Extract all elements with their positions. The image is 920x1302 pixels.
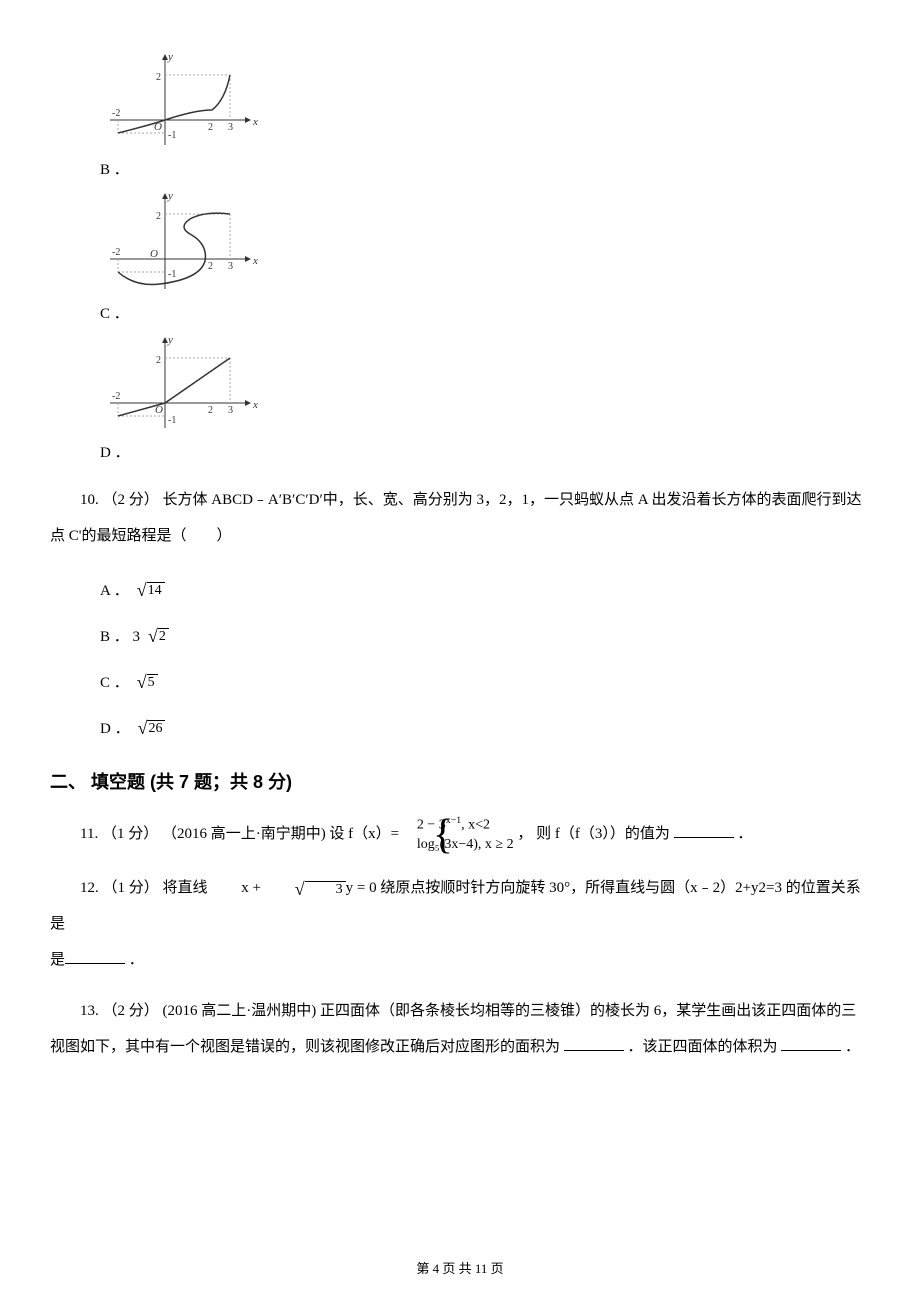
q10-option-a: A ． √14 bbox=[100, 579, 870, 600]
graph-d-x-label: x bbox=[252, 399, 258, 411]
q10-b-sqrt: √2 bbox=[148, 627, 169, 645]
q11-prefix: 11. （1 分） （2016 高一上·南宁期中) 设 f（x）= bbox=[80, 826, 403, 842]
graph-c-svg: x y O -2 2 3 2 -1 bbox=[100, 189, 260, 294]
graph-b-ytick-0: 2 bbox=[156, 72, 161, 83]
graph-d-svg: x y O -2 2 3 2 -1 bbox=[100, 333, 260, 433]
graph-b-xtick-0: -2 bbox=[112, 108, 120, 119]
question-11: 11. （1 分） （2016 高一上·南宁期中) 设 f（x）= { 2 − … bbox=[50, 814, 870, 855]
q11-piecewise: { 2 − 3x−1, x<2 log₅(3x−4), x ≥ 2 bbox=[403, 814, 514, 855]
graph-b-svg: x y O -2 2 3 2 -1 bbox=[100, 50, 260, 150]
q10-d-prefix: D ． bbox=[100, 717, 130, 738]
q13-blank-1 bbox=[564, 1036, 624, 1051]
graph-b-container: x y O -2 2 3 2 -1 bbox=[100, 50, 870, 150]
graph-c-ytick-0: 2 bbox=[156, 211, 161, 222]
graph-b-origin: O bbox=[154, 121, 162, 133]
q11-end: ． bbox=[737, 826, 752, 842]
option-b-label: B ． bbox=[100, 158, 870, 179]
q12-blank bbox=[65, 949, 125, 964]
graph-d-ytick-1: -1 bbox=[168, 415, 176, 426]
graph-c-xtick-2: 3 bbox=[228, 261, 233, 272]
graph-d-ytick-0: 2 bbox=[156, 355, 161, 366]
graph-c-y-label: y bbox=[167, 190, 173, 202]
question-13: 13. （2 分） (2016 高二上·温州期中) 正四面体（即各条棱长均相等的… bbox=[50, 993, 870, 1065]
q13-end: ． bbox=[845, 1039, 860, 1055]
graph-b-y-label: y bbox=[167, 51, 173, 63]
option-c-label: C ． bbox=[100, 302, 870, 323]
option-d-label: D ． bbox=[100, 441, 870, 462]
q12-formula: x + √3y = 0 bbox=[211, 870, 376, 906]
q10-option-b: B ． 3 √2 bbox=[100, 625, 870, 646]
q11-suffix: ， 则 f（f（3））的值为 bbox=[517, 826, 670, 842]
graph-d-xtick-2: 3 bbox=[228, 405, 233, 416]
question-12: 12. （1 分） 将直线 x + √3y = 0 绕原点按顺时针方向旋转 30… bbox=[50, 870, 870, 979]
graph-c-xtick-0: -2 bbox=[112, 247, 120, 258]
q10-c-sqrt: √5 bbox=[137, 673, 158, 691]
q10-option-c: C ． √5 bbox=[100, 671, 870, 692]
q10-a-prefix: A ． bbox=[100, 579, 129, 600]
graph-b-x-label: x bbox=[252, 116, 258, 128]
q10-c-prefix: C ． bbox=[100, 671, 129, 692]
graph-d-container: x y O -2 2 3 2 -1 bbox=[100, 333, 870, 433]
graph-d-origin: O bbox=[155, 404, 163, 416]
q13-blank-2 bbox=[781, 1036, 841, 1051]
graph-b-ytick-1: -1 bbox=[168, 130, 176, 141]
graph-b-xtick-1: 2 bbox=[208, 122, 213, 133]
graph-d-y-label: y bbox=[167, 334, 173, 346]
graph-c-x-label: x bbox=[252, 255, 258, 267]
q10-a-sqrt: √14 bbox=[137, 581, 165, 599]
q11-blank bbox=[674, 823, 734, 838]
q12-end: ． bbox=[129, 952, 144, 968]
graph-c-ytick-1: -1 bbox=[168, 269, 176, 280]
graph-c-container: x y O -2 2 3 2 -1 bbox=[100, 189, 870, 294]
question-10: 10. （2 分） 长方体 ABCD﹣A′B′C′D′中，长、宽、高分别为 3，… bbox=[50, 482, 870, 554]
graph-d-xtick-0: -2 bbox=[112, 391, 120, 402]
graph-d-xtick-1: 2 bbox=[208, 405, 213, 416]
page-footer: 第 4 页 共 11 页 bbox=[0, 1258, 920, 1277]
q10-b-prefix: B ． 3 bbox=[100, 625, 140, 646]
q10-option-d: D ． √26 bbox=[100, 717, 870, 738]
graph-c-xtick-1: 2 bbox=[208, 261, 213, 272]
q12-prefix: 12. （1 分） 将直线 bbox=[80, 880, 211, 896]
q10-d-sqrt: √26 bbox=[138, 719, 166, 737]
section-2-title: 二、 填空题 (共 7 题；共 8 分) bbox=[50, 768, 870, 794]
graph-c-origin: O bbox=[150, 248, 158, 260]
graph-b-xtick-2: 3 bbox=[228, 122, 233, 133]
q13-mid: ．该正四面体的体积为 bbox=[628, 1039, 778, 1055]
